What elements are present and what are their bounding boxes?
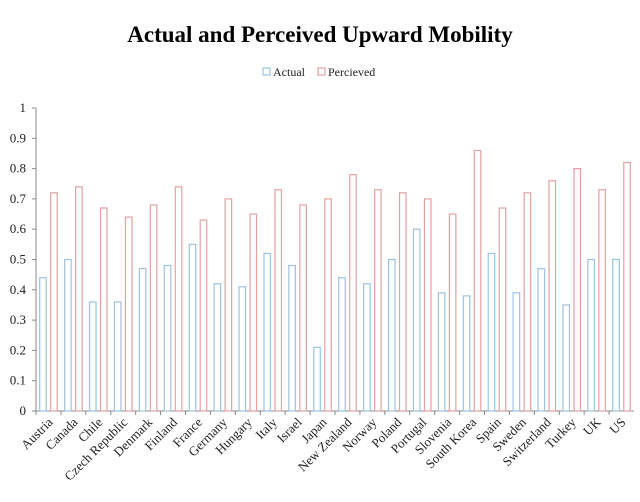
bar-percieved — [299, 204, 307, 412]
bar-actual — [188, 243, 197, 412]
y-tick-label: 0.5 — [10, 252, 26, 267]
y-tick-label: 1 — [20, 100, 27, 115]
bar-percieved — [249, 213, 258, 412]
legend-label-percieved: Percieved — [328, 65, 375, 79]
y-tick-label: 0.4 — [10, 282, 27, 297]
y-tick-label: 0.8 — [10, 161, 26, 176]
y-tick-label: 0.2 — [10, 342, 26, 357]
y-tick-label: 0.7 — [10, 191, 27, 206]
bar-percieved — [274, 189, 283, 412]
bar-percieved — [324, 198, 332, 412]
x-tick-label: US — [606, 415, 628, 437]
bar-percieved — [523, 192, 532, 412]
bar-actual — [387, 258, 396, 412]
legend-label-actual: Actual — [273, 65, 306, 79]
y-tick-label: 0 — [20, 403, 27, 418]
x-tick-label: Israel — [274, 414, 305, 445]
bar-percieved — [598, 189, 606, 412]
axes: 0 0.1 0.2 0.3 0.4 0.5 0.6 0.7 0.8 0.9 1 — [10, 100, 634, 418]
bar-percieved — [498, 207, 507, 412]
bar-actual — [562, 304, 571, 412]
y-tick-label: 0.3 — [10, 312, 26, 327]
bar-actual — [39, 277, 47, 412]
bar-actual — [238, 286, 247, 412]
bar-actual — [437, 292, 446, 412]
bar-actual — [213, 283, 222, 412]
legend-swatch-actual — [262, 67, 271, 76]
bar-percieved — [448, 213, 457, 412]
bar-percieved — [199, 219, 208, 412]
y-tick-label: 0.9 — [10, 130, 26, 145]
legend-swatch-percieved — [317, 67, 326, 76]
bar-percieved — [374, 189, 382, 412]
bar-actual — [612, 258, 620, 412]
bar-percieved — [224, 198, 233, 412]
bar-actual — [587, 258, 595, 412]
bar-actual — [64, 258, 72, 412]
bar-percieved — [124, 216, 133, 412]
bars — [39, 149, 631, 412]
bar-actual — [363, 283, 371, 412]
bar-percieved — [623, 161, 631, 412]
bar-actual — [288, 264, 296, 412]
chart-title: Actual and Perceived Upward Mobility — [127, 22, 513, 47]
bar-actual — [163, 264, 172, 412]
bar-actual — [313, 346, 321, 412]
bar-actual — [537, 267, 546, 412]
bar-percieved — [349, 174, 357, 412]
y-tick-label: 0.1 — [10, 373, 26, 388]
bar-actual — [512, 292, 521, 412]
bar-percieved — [548, 180, 557, 412]
x-tick-label: UK — [580, 414, 604, 438]
bar-percieved — [473, 149, 482, 412]
bar-percieved — [174, 186, 183, 412]
y-tick-label: 0.6 — [10, 221, 27, 236]
bar-actual — [88, 301, 97, 412]
bar-percieved — [398, 192, 407, 412]
bar-percieved — [149, 204, 158, 412]
legend: Actual Percieved — [262, 65, 375, 79]
bar-percieved — [423, 198, 432, 412]
bar-percieved — [99, 207, 108, 412]
bar-actual — [462, 295, 471, 412]
bar-percieved — [50, 192, 58, 412]
bar-percieved — [75, 186, 83, 412]
bar-actual — [113, 301, 122, 412]
bar-actual — [263, 252, 272, 412]
bar-percieved — [573, 168, 582, 412]
bar-actual — [412, 228, 421, 412]
bar-actual — [487, 252, 496, 412]
bar-actual — [338, 277, 346, 412]
bar-actual — [138, 267, 147, 412]
